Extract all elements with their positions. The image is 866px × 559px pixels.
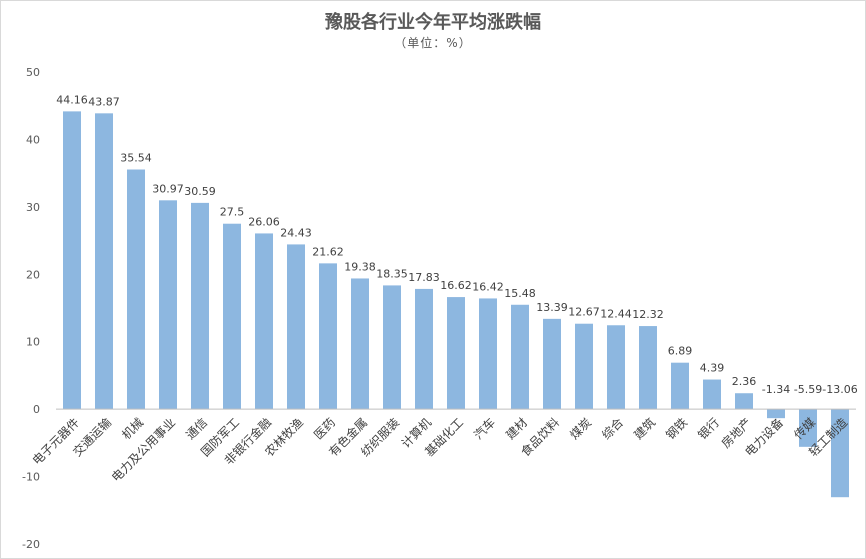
category-label: 机械 — [119, 415, 147, 443]
category-label: 建材 — [503, 415, 530, 442]
data-label: 19.38 — [344, 260, 376, 273]
category-label: 综合 — [599, 415, 627, 443]
data-label: -5.59 — [794, 383, 822, 396]
data-label: 13.39 — [536, 301, 568, 314]
bar — [543, 318, 561, 410]
bar — [191, 202, 209, 410]
category-label: 通信 — [183, 415, 210, 442]
bar — [95, 113, 113, 410]
data-label: 17.83 — [408, 271, 440, 284]
data-label: 12.67 — [568, 306, 600, 319]
bar — [799, 409, 817, 447]
data-label: 30.97 — [152, 182, 184, 195]
data-label: 4.39 — [700, 362, 725, 375]
category-label: 银行 — [695, 415, 722, 442]
bar — [447, 297, 465, 410]
bar — [703, 379, 721, 410]
data-label: 2.36 — [732, 375, 757, 388]
category-label: 医药 — [311, 415, 338, 442]
y-tick-label: 20 — [26, 268, 40, 281]
data-label: 26.06 — [248, 215, 280, 228]
bar — [607, 325, 625, 410]
bar — [831, 409, 849, 498]
category-label: 钢铁 — [663, 415, 690, 442]
data-label: 43.87 — [88, 95, 120, 108]
data-label: -13.06 — [822, 383, 857, 396]
bar — [127, 169, 145, 410]
bar — [351, 278, 369, 410]
bar — [255, 233, 273, 410]
data-label: 16.62 — [440, 279, 472, 292]
data-label: 12.44 — [600, 307, 632, 320]
bar — [159, 200, 177, 410]
bar — [415, 288, 433, 410]
y-tick-label: 0 — [33, 403, 40, 416]
bar — [287, 244, 305, 410]
chart-title: 豫股各行业今年平均涨跌幅 — [325, 12, 541, 33]
data-label: 16.42 — [472, 280, 504, 293]
data-label: 27.5 — [220, 206, 245, 219]
bar — [63, 111, 81, 410]
data-label: 24.43 — [280, 226, 312, 239]
data-label: 18.35 — [376, 267, 408, 280]
data-label: 35.54 — [120, 152, 152, 165]
chart-subtitle: （单位：%） — [394, 36, 472, 50]
category-label: 建筑 — [631, 415, 659, 443]
y-tick-label: 40 — [26, 133, 40, 146]
category-label: 煤炭 — [567, 415, 594, 442]
data-label: -1.34 — [762, 383, 790, 396]
y-tick-label: -10 — [22, 471, 40, 484]
y-tick-label: 30 — [26, 201, 40, 214]
y-tick-label: -20 — [22, 538, 40, 551]
bar — [479, 298, 497, 410]
y-tick-label: 10 — [26, 336, 40, 349]
bar — [575, 323, 593, 410]
bar — [671, 362, 689, 410]
bar — [223, 223, 241, 410]
data-label: 44.16 — [56, 93, 88, 106]
data-label: 6.89 — [668, 345, 693, 358]
y-tick-label: 50 — [26, 66, 40, 79]
bar — [511, 304, 529, 410]
bar — [639, 326, 657, 410]
data-label: 30.59 — [184, 185, 216, 198]
bar — [383, 285, 401, 410]
category-label: 电子元器件 — [30, 415, 82, 467]
data-label: 15.48 — [504, 287, 536, 300]
category-label: 汽车 — [471, 415, 499, 443]
bar — [319, 263, 337, 410]
bar — [735, 393, 753, 410]
bar — [767, 409, 785, 419]
data-label: 12.32 — [632, 308, 664, 321]
data-label: 21.62 — [312, 245, 344, 258]
